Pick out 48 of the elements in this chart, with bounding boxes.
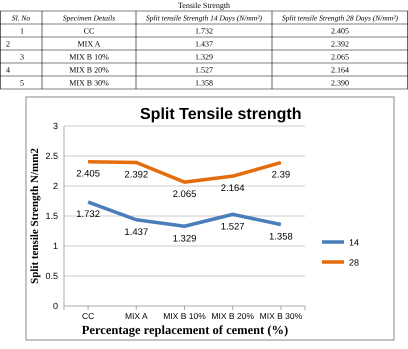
x-tick-label: CC [82, 311, 94, 322]
data-label: 1.329 [172, 233, 196, 244]
data-label: 2.065 [172, 189, 196, 200]
y-tick-label: 0.5 [45, 270, 58, 281]
y-tick-label: 0 [52, 300, 58, 311]
text: 3 [20, 52, 24, 62]
data-label: 2.39 [272, 170, 290, 181]
text: 1.329 [195, 52, 213, 62]
text: Tensile Strength [178, 1, 230, 10]
text: 2.392 [331, 40, 349, 48]
text: 1 [20, 26, 24, 36]
y-tick-label: 3 [52, 120, 58, 131]
x-tick-label: MIX B 20% [211, 311, 254, 322]
text: 2.390 [331, 78, 349, 88]
y-tick-label: 1 [52, 240, 58, 251]
data-label: 2.164 [220, 183, 245, 194]
text: MIX B 20% [69, 66, 110, 74]
data-label: 2.392 [124, 169, 148, 180]
legend-label: 28 [349, 258, 360, 268]
x-axis-title: Percentage replacement of cement (%) [82, 323, 288, 337]
text: MIX B 30% [69, 78, 110, 88]
y-tick-label: 2.5 [45, 150, 58, 161]
data-label: 2.405 [76, 168, 100, 180]
text: CC [84, 26, 94, 36]
x-tick-label: MIX A [124, 311, 148, 322]
data-label: 1.527 [220, 221, 245, 232]
text: 2.065 [331, 52, 349, 62]
data-label: 1.358 [269, 232, 293, 243]
x-tick-label: MIX B 10% [163, 311, 206, 322]
text: 5 [20, 78, 24, 88]
legend-label: 14 [349, 238, 360, 248]
text: MIX B 10% [69, 52, 110, 62]
y-tick-label: 2 [52, 180, 58, 191]
text: MIX A [78, 40, 101, 48]
data-label: 1.437 [124, 226, 148, 238]
text: 2.164 [331, 66, 349, 74]
x-tick-label: MIX B 30% [260, 311, 303, 322]
text: 2.405 [331, 26, 349, 36]
text: 1.527 [195, 66, 213, 74]
text: 1.358 [195, 78, 213, 88]
text: 1.437 [195, 40, 213, 48]
y-axis-title: Split tensile Strength N/mm2 [29, 148, 41, 284]
y-tick-label: 1.5 [45, 210, 58, 221]
text: 2 [6, 40, 10, 48]
text: 4 [6, 66, 10, 74]
text: 1.732 [195, 26, 213, 36]
chart-title: Split Tensile strength [140, 106, 302, 123]
data-label: 1.732 [76, 209, 100, 220]
